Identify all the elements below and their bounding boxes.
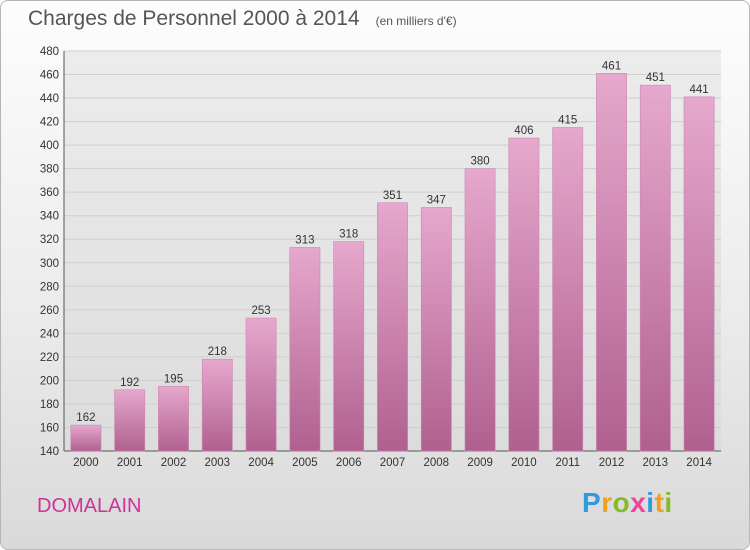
y-tick-label: 480: [40, 46, 59, 58]
bar: [245, 317, 277, 452]
data-label: 253: [252, 305, 271, 317]
x-tick-label: 2014: [686, 457, 712, 469]
y-tick-label: 320: [40, 234, 59, 246]
bar: [464, 168, 496, 452]
bar: [114, 389, 146, 452]
x-tick-label: 2012: [599, 457, 625, 469]
data-label: 195: [164, 373, 183, 385]
bar: [683, 96, 715, 452]
x-tick-label: 2000: [73, 457, 99, 469]
place-name: DOMALAIN: [37, 495, 142, 517]
data-label: 351: [383, 190, 402, 202]
y-tick-label: 360: [40, 187, 59, 199]
bar: [158, 385, 189, 452]
y-tick-label: 340: [40, 211, 59, 223]
x-tick-label: 2010: [511, 457, 537, 469]
data-label: 347: [427, 194, 446, 206]
data-label: 451: [646, 72, 665, 84]
x-tick-label: 2001: [117, 457, 143, 469]
x-tick-label: 2009: [467, 457, 493, 469]
y-tick-label: 200: [40, 375, 59, 387]
data-label: 162: [76, 412, 95, 424]
x-tick-label: 2013: [643, 457, 669, 469]
y-tick-label: 440: [40, 93, 59, 105]
data-label: 461: [602, 60, 621, 72]
bar: [289, 247, 321, 452]
y-tick-label: 420: [40, 117, 59, 129]
x-tick-label: 2006: [336, 457, 362, 469]
data-label: 218: [208, 346, 227, 358]
chart-title: Charges de Personnel 2000 à 2014 (en mill…: [28, 7, 457, 31]
x-tick-label: 2005: [292, 457, 318, 469]
data-label: 380: [471, 156, 490, 168]
data-label: 441: [690, 84, 709, 96]
y-tick-label: 140: [40, 446, 59, 458]
bar: [420, 207, 452, 452]
x-tick-label: 2008: [424, 457, 450, 469]
y-tick-label: 220: [40, 352, 59, 364]
y-tick-label: 260: [40, 305, 59, 317]
y-tick-label: 380: [40, 164, 59, 176]
proxiti-logo: Proxiti: [582, 487, 673, 518]
title-text: Charges de Personnel 2000 à 2014: [28, 7, 360, 30]
data-label: 415: [558, 114, 577, 126]
data-label: 313: [295, 234, 314, 246]
y-tick-label: 280: [40, 281, 59, 293]
x-tick-label: 2002: [161, 457, 187, 469]
unit-text: (en milliers d'€): [375, 14, 457, 28]
x-tick-label: 2003: [205, 457, 231, 469]
bar: [639, 84, 671, 452]
y-tick-label: 180: [40, 399, 59, 411]
y-tick-label: 300: [40, 258, 59, 270]
bar: [70, 424, 102, 452]
bar: [333, 241, 365, 452]
x-tick-label: 2007: [380, 457, 406, 469]
y-tick-label: 400: [40, 140, 59, 152]
bar: [201, 358, 233, 452]
y-tick-label: 160: [40, 422, 59, 434]
bar: [596, 73, 627, 452]
x-tick-label: 2011: [555, 457, 580, 469]
data-label: 192: [120, 377, 139, 389]
bar: [552, 127, 584, 452]
data-label: 406: [514, 125, 533, 137]
bar: [377, 202, 408, 452]
data-label: 318: [339, 229, 358, 241]
y-tick-label: 240: [40, 328, 59, 340]
bar: [508, 137, 540, 452]
y-tick-label: 460: [40, 70, 59, 82]
x-tick-label: 2004: [248, 457, 274, 469]
